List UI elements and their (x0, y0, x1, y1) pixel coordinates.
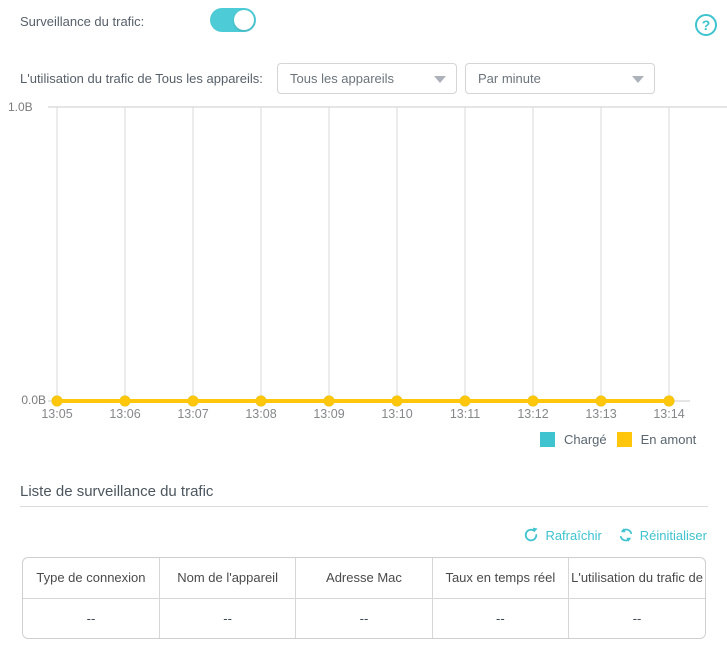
svg-text:13:06: 13:06 (109, 407, 140, 421)
device-dropdown[interactable]: Tous les appareils (277, 63, 457, 94)
svg-text:13:14: 13:14 (653, 407, 684, 421)
legend-label-charge: Chargé (564, 432, 607, 447)
toggle-knob (234, 10, 254, 30)
traffic-usage-label: L'utilisation du trafic de Tous les appa… (20, 71, 263, 86)
section-title: Liste de surveillance du trafic (20, 483, 214, 500)
traffic-monitor-label: Surveillance du trafic: (20, 14, 145, 29)
svg-text:13:05: 13:05 (41, 407, 72, 421)
svg-text:13:10: 13:10 (381, 407, 412, 421)
help-icon[interactable]: ? (694, 13, 718, 37)
col-realtime-rate: Taux en temps réel (431, 558, 569, 599)
legend-item-charge: Chargé (540, 432, 607, 447)
traffic-monitor-toggle[interactable] (210, 8, 256, 32)
svg-text:13:13: 13:13 (585, 407, 616, 421)
col-connection-type: Type de connexion (23, 558, 160, 599)
section-divider (20, 506, 708, 507)
table-row: -- -- -- -- -- (23, 598, 705, 638)
refresh-icon (525, 527, 539, 542)
legend-swatch-enamont (616, 432, 632, 447)
table-header-row: Type de connexion Nom de l'appareil Adre… (23, 558, 705, 599)
cell-mac-address: -- (295, 598, 433, 638)
chevron-down-icon (434, 76, 446, 83)
table-actions: Rafraîchir Réinitialiser (510, 527, 707, 543)
traffic-table: Type de connexion Nom de l'appareil Adre… (22, 557, 706, 639)
svg-text:13:11: 13:11 (450, 407, 480, 421)
col-traffic-usage: L'utilisation du trafic de (568, 558, 705, 599)
svg-text:13:08: 13:08 (245, 407, 276, 421)
svg-text:?: ? (702, 17, 711, 33)
legend-item-enamont: En amont (616, 432, 697, 447)
col-mac-address: Adresse Mac (295, 558, 433, 599)
legend-swatch-charge (540, 432, 555, 447)
svg-text:13:07: 13:07 (177, 407, 208, 421)
refresh-button[interactable]: Rafraîchir (523, 527, 602, 543)
svg-text:1.0B: 1.0B (8, 100, 33, 114)
reset-icon (619, 528, 632, 542)
interval-dropdown-value: Par minute (478, 71, 541, 86)
interval-dropdown[interactable]: Par minute (465, 63, 655, 94)
reset-label: Réinitialiser (639, 527, 707, 543)
cell-device-name: -- (158, 598, 296, 638)
col-device-name: Nom de l'appareil (158, 558, 296, 599)
refresh-label: Rafraîchir (545, 527, 602, 543)
svg-text:13:12: 13:12 (517, 407, 548, 421)
svg-text:13:09: 13:09 (313, 407, 344, 421)
cell-connection-type: -- (86, 610, 96, 626)
device-dropdown-value: Tous les appareils (290, 71, 395, 86)
svg-text:0.0B: 0.0B (21, 393, 46, 407)
chevron-down-icon (632, 76, 644, 83)
cell-traffic-usage: -- (568, 598, 705, 638)
chart-legend: Chargé En amont (540, 432, 696, 447)
cell-realtime-rate: -- (431, 598, 569, 638)
reset-button[interactable]: Réinitialiser (618, 527, 707, 543)
legend-label-enamont: En amont (640, 432, 697, 447)
